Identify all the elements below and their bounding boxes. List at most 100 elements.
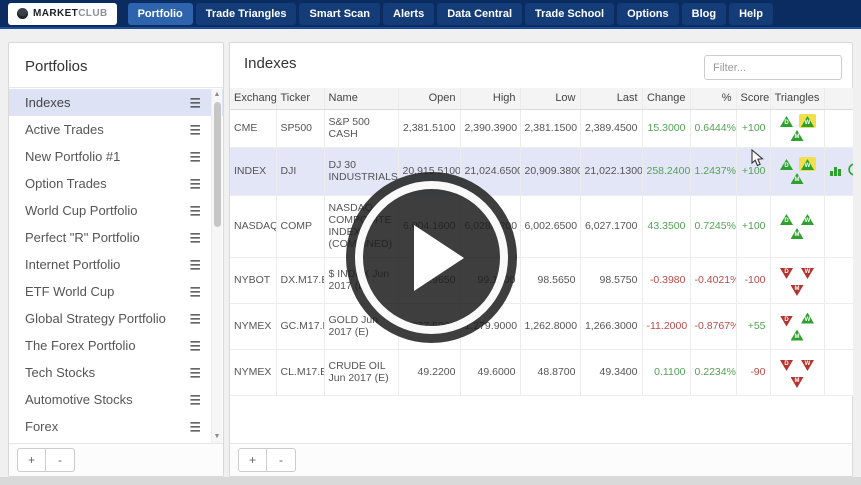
column-header-score[interactable]: Score: [735, 88, 771, 110]
triangle-shape: W: [801, 312, 814, 324]
column-header-open[interactable]: Open: [397, 88, 461, 110]
drag-handle-icon[interactable]: ☰: [189, 338, 201, 353]
column-header-exchange[interactable]: Exchange▲: [230, 88, 277, 110]
trade-triangle-w-up-icon[interactable]: W: [799, 311, 816, 325]
sidebar-item-etf-world-cup[interactable]: ETF World Cup ☰: [9, 278, 223, 305]
filter-input[interactable]: [704, 55, 842, 80]
column-header-high[interactable]: High: [459, 88, 521, 110]
column-header-low[interactable]: Low: [519, 88, 581, 110]
sidebar-item-global-strategy-portfolio[interactable]: Global Strategy Portfolio ☰: [9, 305, 223, 332]
cell-pct: -0.8767%: [689, 303, 737, 350]
nav-item-trade-school[interactable]: Trade School: [525, 2, 615, 25]
trade-triangle-m-up-icon[interactable]: M: [789, 328, 806, 342]
trade-triangle-d-up-icon[interactable]: D: [778, 157, 795, 171]
trade-triangle-d-down-icon[interactable]: D: [778, 311, 795, 328]
table-row-dji[interactable]: INDEX DJI DJ 30 INDUSTRIALS 20,915.5100 21,0…: [230, 147, 853, 196]
drag-handle-icon[interactable]: ☰: [189, 284, 201, 299]
sidebar-item-world-cup-portfolio[interactable]: World Cup Portfolio ☰: [9, 197, 223, 224]
marketclub-logo[interactable]: MARKETCLUB: [8, 2, 117, 25]
drag-handle-icon[interactable]: ☰: [189, 365, 201, 380]
table-row-cl-m17-e[interactable]: NYMEX CL.M17.E CRUDE OIL Jun 2017 (E) 49.22…: [230, 349, 853, 396]
remove-symbol-button[interactable]: -: [267, 448, 296, 472]
drag-handle-icon[interactable]: ☰: [189, 419, 201, 434]
trade-triangle-m-down-icon[interactable]: M: [789, 280, 806, 297]
trade-triangle-d-down-icon[interactable]: D: [778, 355, 795, 372]
cell-ticker: DX.M17.E: [275, 257, 325, 304]
scroll-down-icon[interactable]: ▼: [213, 433, 221, 440]
drag-handle-icon[interactable]: ☰: [189, 149, 201, 164]
indexes-title: Indexes: [244, 55, 297, 72]
column-header-triangles[interactable]: Triangles: [769, 88, 825, 110]
triangle-shape: D: [780, 159, 793, 170]
drag-handle-icon[interactable]: ☰: [189, 95, 201, 110]
scroll-up-icon[interactable]: ▲: [213, 91, 221, 98]
trade-triangle-w-up-icon[interactable]: W: [799, 157, 816, 171]
video-play-button[interactable]: [346, 172, 517, 343]
column-header-ticker[interactable]: Ticker: [275, 88, 325, 110]
triangle-shape: M: [790, 285, 804, 296]
sidebar-item-label: Perfect "R" Portfolio: [25, 230, 140, 245]
sidebar-item-forex[interactable]: Forex ☰: [9, 413, 223, 440]
nav-item-portfolio[interactable]: Portfolio: [127, 2, 193, 25]
sidebar-item-the-forex-portfolio[interactable]: The Forex Portfolio ☰: [9, 332, 223, 359]
drag-handle-icon[interactable]: ☰: [189, 203, 201, 218]
triangle-shape: D: [780, 360, 793, 371]
add-symbol-button[interactable]: +: [238, 448, 267, 472]
sidebar-item-option-trades[interactable]: Option Trades ☰: [9, 170, 223, 197]
portfolio-list: Indexes ☰ Active Trades ☰ New Portfolio #1 ☰ O…: [9, 89, 223, 443]
column-header-last[interactable]: Last: [579, 88, 643, 110]
drag-handle-icon[interactable]: ☰: [189, 257, 201, 272]
trade-triangle-w-down-icon[interactable]: W: [799, 355, 816, 372]
trade-triangle-w-up-icon[interactable]: W: [799, 212, 816, 226]
sidebar-item-tech-stocks[interactable]: Tech Stocks ☰: [9, 359, 223, 386]
sidebar-footer: + -: [9, 443, 223, 476]
cell-low: 6,002.6500: [519, 195, 581, 258]
drag-handle-icon[interactable]: ☰: [189, 122, 201, 137]
scrollbar-thumb[interactable]: [214, 102, 221, 227]
cell-exchange: NYBOT: [230, 257, 277, 304]
nav-item-smart-scan[interactable]: Smart Scan: [299, 2, 381, 25]
drag-handle-icon[interactable]: ☰: [189, 176, 201, 191]
drag-handle-icon[interactable]: ☰: [189, 311, 201, 326]
cell-low: 98.5650: [519, 257, 581, 304]
column-header-name[interactable]: Name: [323, 88, 399, 110]
clock-icon[interactable]: [847, 163, 853, 176]
trade-triangle-d-down-icon[interactable]: D: [778, 263, 795, 280]
cell-pct: 0.6444%: [689, 109, 737, 148]
trade-triangle-w-down-icon[interactable]: W: [799, 263, 816, 280]
remove-portfolio-button[interactable]: -: [46, 448, 75, 472]
sidebar-item-perfect-r-portfolio[interactable]: Perfect "R" Portfolio ☰: [9, 224, 223, 251]
trade-triangle-w-up-icon[interactable]: W: [799, 114, 816, 128]
column-header-[interactable]: %: [689, 88, 737, 110]
sidebar-item-automotive-stocks[interactable]: Automotive Stocks ☰: [9, 386, 223, 413]
cell-row-actions: [823, 109, 853, 148]
trade-triangle-d-up-icon[interactable]: D: [778, 212, 795, 226]
trade-triangle-m-up-icon[interactable]: M: [789, 226, 806, 240]
nav-item-options[interactable]: Options: [617, 2, 679, 25]
trade-triangle-m-up-icon[interactable]: M: [789, 128, 806, 142]
nav-item-blog[interactable]: Blog: [681, 2, 727, 25]
trade-triangle-m-up-icon[interactable]: M: [789, 171, 806, 185]
drag-handle-icon[interactable]: ☰: [189, 392, 201, 407]
sidebar-item-indexes[interactable]: Indexes ☰: [9, 89, 223, 116]
nav-item-help[interactable]: Help: [729, 2, 773, 25]
sidebar-scrollbar[interactable]: ▲ ▼: [211, 89, 222, 443]
column-header-change[interactable]: Change: [641, 88, 691, 110]
nav-item-data-central[interactable]: Data Central: [437, 2, 522, 25]
nav-item-alerts[interactable]: Alerts: [383, 2, 435, 25]
triangle-shape: W: [801, 159, 814, 170]
sidebar-item-active-trades[interactable]: Active Trades ☰: [9, 116, 223, 143]
nav-item-trade-triangles[interactable]: Trade Triangles: [195, 2, 297, 25]
sidebar-item-new-portfolio-1[interactable]: New Portfolio #1 ☰: [9, 143, 223, 170]
sidebar-item-internet-portfolio[interactable]: Internet Portfolio ☰: [9, 251, 223, 278]
add-portfolio-button[interactable]: +: [17, 448, 46, 472]
trade-triangle-d-up-icon[interactable]: D: [778, 114, 795, 128]
drag-handle-icon[interactable]: ☰: [189, 230, 201, 245]
trade-triangle-m-down-icon[interactable]: M: [789, 372, 806, 389]
table-row-sp500[interactable]: CME SP500 S&P 500 CASH 2,381.5100 2,390.3900…: [230, 109, 853, 148]
chart-icon[interactable]: [829, 164, 843, 176]
